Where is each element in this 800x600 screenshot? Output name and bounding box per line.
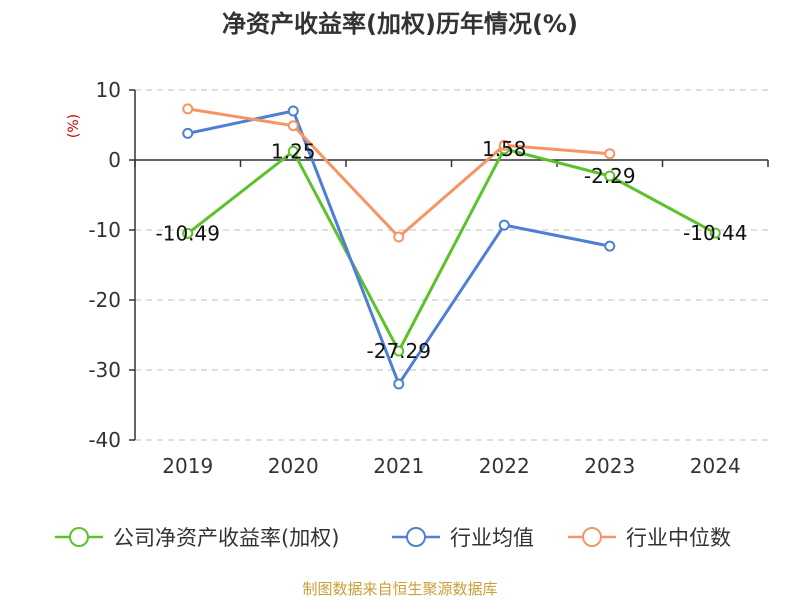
x-tick-label: 2022 — [479, 454, 530, 478]
data-point[interactable] — [393, 345, 405, 357]
y-tick-label: 10 — [96, 78, 121, 102]
y-tick-label: -40 — [88, 428, 121, 452]
x-tick-label: 2023 — [584, 454, 635, 478]
axes: 10 0 -10 -20 -30 -40 2019 2020 2021 2022 2023 2024 — [88, 78, 769, 478]
data-label: -10.44 — [683, 221, 747, 245]
x-tick-label: 2020 — [268, 454, 319, 478]
x-tick-label: 2019 — [162, 454, 213, 478]
grid-lines — [135, 89, 768, 441]
data-point[interactable] — [393, 378, 405, 390]
data-point[interactable] — [287, 145, 299, 157]
data-labels: -10.49 1.25 -27.29 1.58 -2.29 -10.44 — [156, 137, 748, 363]
legend-marker — [69, 527, 89, 547]
data-label: 1.58 — [482, 137, 527, 161]
legend-item[interactable]: 行业中位数 — [568, 526, 731, 550]
legend-marker — [582, 527, 602, 547]
source-note: 制图数据来自恒生聚源数据库 — [302, 580, 497, 598]
series-layer — [182, 103, 721, 390]
data-point[interactable] — [287, 120, 299, 132]
data-point[interactable] — [498, 219, 510, 231]
data-label: -2.29 — [584, 164, 636, 188]
data-label: 1.25 — [271, 139, 316, 163]
legend-label: 行业均值 — [450, 526, 534, 550]
legend-item[interactable]: 行业均值 — [392, 526, 534, 550]
data-label: -10.49 — [156, 221, 220, 245]
data-point[interactable] — [498, 139, 510, 151]
series-line — [186, 147, 717, 353]
legend-label: 行业中位数 — [626, 526, 731, 550]
data-label: -27.29 — [367, 339, 431, 363]
series-line — [187, 107, 610, 239]
chart-title: 净资产收益率(加权)历年情况(%) — [222, 10, 578, 38]
x-tick-label: 2021 — [373, 454, 424, 478]
y-tick-label: -10 — [88, 218, 121, 242]
y-tick-label: 0 — [108, 148, 121, 172]
data-point[interactable] — [604, 170, 616, 182]
legend: 公司净资产收益率(加权) 行业均值 行业中位数 — [55, 526, 731, 550]
y-tick-label: -20 — [88, 288, 121, 312]
series-group — [182, 103, 616, 243]
data-point[interactable] — [604, 148, 616, 160]
legend-label: 公司净资产收益率(加权) — [113, 526, 339, 550]
data-point[interactable] — [604, 240, 616, 252]
data-point[interactable] — [393, 231, 405, 243]
y-tick-label: -30 — [88, 358, 121, 382]
series-group — [182, 105, 616, 390]
y-axis-unit: (%) — [66, 114, 82, 138]
legend-item[interactable]: 公司净资产收益率(加权) — [55, 526, 339, 550]
data-point[interactable] — [182, 127, 194, 139]
legend-marker — [406, 527, 426, 547]
x-tick-label: 2024 — [690, 454, 741, 478]
data-point[interactable] — [709, 227, 721, 239]
data-point[interactable] — [182, 103, 194, 115]
series-group — [182, 143, 721, 357]
data-point[interactable] — [182, 227, 194, 239]
data-point[interactable] — [287, 105, 299, 117]
